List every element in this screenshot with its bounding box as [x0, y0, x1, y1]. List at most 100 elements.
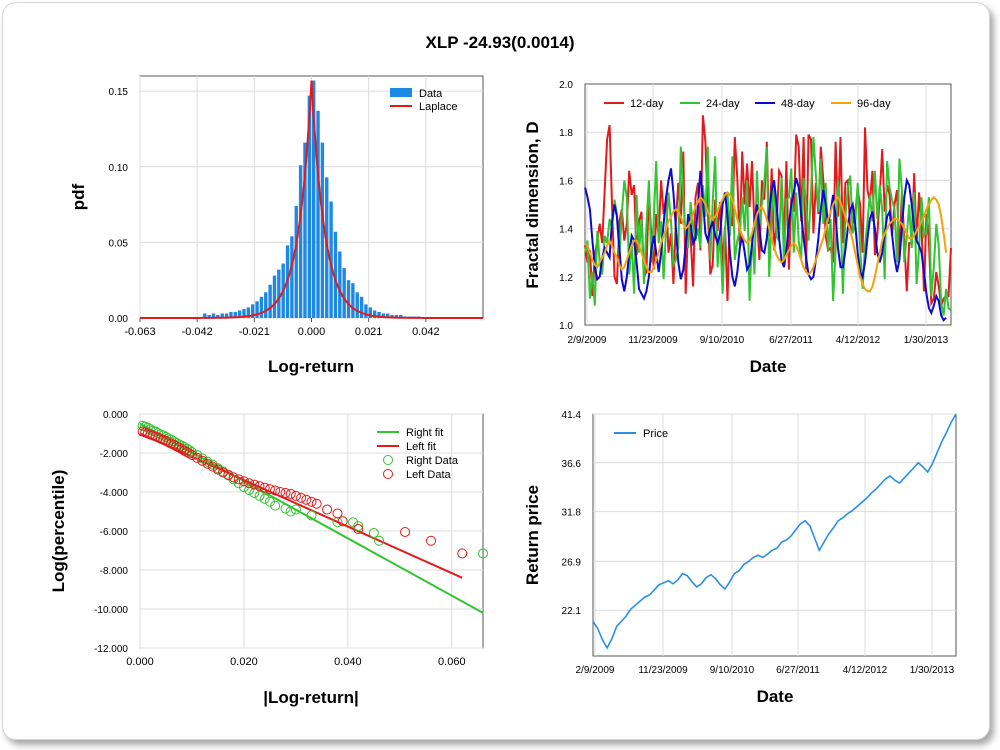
- y-tick-label: 0.10: [109, 163, 129, 174]
- right-data-point: [249, 487, 260, 498]
- legend-label-left-fit: Left fit: [406, 441, 436, 453]
- x-tick-label: 6/27/2011: [769, 335, 813, 346]
- right-data-point: [179, 442, 190, 453]
- y-tick-label: -10.000: [94, 605, 128, 616]
- y-tick-label: -2.000: [100, 449, 129, 460]
- histogram-bar: [355, 292, 359, 318]
- left-data-point: [223, 469, 234, 480]
- right-data-point: [160, 432, 171, 443]
- left-data-point: [163, 437, 174, 448]
- histogram-bar: [372, 310, 377, 318]
- right-data-point: [173, 439, 184, 450]
- x-tick-label: 4/12/2012: [836, 335, 881, 346]
- x-tick-label: 11/23/2009: [638, 665, 688, 676]
- histogram-bar: [381, 313, 386, 318]
- histogram-bar: [298, 165, 303, 318]
- right-data-point: [270, 500, 281, 511]
- histogram-bar: [294, 206, 298, 318]
- left-data-point: [186, 449, 197, 460]
- histogram-bar: [342, 268, 346, 318]
- y-tick-label: -6.000: [100, 527, 129, 538]
- right-data-point: [158, 430, 169, 441]
- right-data-point: [306, 510, 317, 521]
- x-tick-label: 1/30/2013: [910, 665, 955, 676]
- left-data-point: [270, 485, 281, 496]
- y-tick-label: 0.00: [109, 314, 129, 325]
- y-tick-label: 26.9: [562, 557, 582, 568]
- histogram-bar: [224, 313, 229, 318]
- price-x-label: Date: [757, 687, 794, 706]
- histogram-bar: [272, 275, 277, 318]
- x-tick-label: -0.063: [124, 326, 155, 338]
- left-data-point: [228, 472, 239, 483]
- legend-label-data: Data: [419, 88, 443, 100]
- x-tick-label: 9/10/2010: [710, 665, 755, 676]
- left-data-point: [322, 504, 333, 515]
- histogram-bar: [216, 314, 220, 318]
- right-data-point: [259, 493, 270, 504]
- legend-label-12-day: 12-day: [630, 98, 664, 110]
- histogram-bar: [399, 314, 403, 318]
- left-data-point: [181, 447, 192, 458]
- histogram-bar: [255, 301, 259, 318]
- x-tick-label: 0.000: [298, 326, 326, 338]
- right-data-point: [348, 517, 359, 528]
- left-data-point: [192, 452, 203, 463]
- left-data-point: [176, 444, 187, 455]
- pdf-y-ticks: 0.00 0.05 0.10 0.15: [109, 87, 129, 325]
- pdf-x-label: Log-return: [268, 357, 354, 376]
- histogram-bar: [320, 142, 325, 318]
- left-data-point: [254, 481, 265, 492]
- y-tick-label: 1.8: [559, 128, 573, 139]
- pdf-panel: -0.063 -0.042 -0.021 0.000 0.021 0.042 0.000.…: [69, 75, 484, 376]
- left-data-point: [212, 464, 223, 475]
- x-tick-label: 0.020: [230, 656, 258, 668]
- left-data-point: [158, 434, 169, 445]
- x-tick-label: 2/9/2009: [576, 665, 615, 676]
- price-x-ticks: 2/9/2009 11/23/2009 9/10/2010 6/27/2011 4/12…: [576, 665, 955, 676]
- histogram-bar: [277, 269, 281, 318]
- main-title: XLP -24.93(0.0014): [425, 33, 575, 52]
- histogram-bar: [290, 236, 294, 318]
- pdf-x-ticks: -0.063 -0.042 -0.021 0.000 0.021 0.042: [124, 318, 440, 338]
- pdf-legend: Data Laplace: [390, 88, 458, 113]
- histogram-bar: [368, 307, 372, 318]
- histogram-bar: [338, 251, 342, 318]
- legend-label-right-fit: Right fit: [406, 427, 443, 439]
- right-data-point: [176, 440, 187, 451]
- x-tick-label: 11/23/2009: [628, 335, 678, 346]
- histogram-bar: [303, 142, 307, 318]
- right-data-point: [264, 496, 275, 507]
- y-tick-label: -12.000: [94, 644, 128, 655]
- histogram-bar: [220, 313, 224, 318]
- legend-swatch-right-data: [383, 455, 393, 465]
- series-line-96-day: [584, 190, 948, 293]
- right-data-point: [374, 535, 385, 546]
- right-data-point: [166, 434, 177, 445]
- y-tick-label: 41.4: [562, 410, 582, 421]
- x-tick-label: 0.040: [334, 656, 362, 668]
- legend-label-right-data: Right Data: [406, 455, 459, 467]
- right-data-point: [197, 453, 208, 464]
- y-tick-label: 1.0: [559, 321, 573, 332]
- tail-x-ticks: 0.000 0.020 0.040 0.060: [126, 656, 465, 668]
- left-data-point: [337, 516, 348, 527]
- price-legend: Price: [614, 428, 668, 440]
- legend-label-48-day: 48-day: [781, 98, 815, 110]
- left-data-point: [202, 458, 213, 469]
- fractal-legend: 12-day 24-day 48-day 96-day: [604, 98, 891, 110]
- right-data-point: [290, 504, 301, 515]
- x-tick-label: -0.042: [182, 326, 213, 338]
- y-tick-label: -4.000: [100, 488, 129, 499]
- left-data-point: [457, 548, 468, 559]
- right-data-point: [168, 436, 179, 447]
- histogram-bar: [251, 304, 255, 318]
- left-data-point: [259, 482, 270, 493]
- histogram-bar: [264, 292, 268, 318]
- histogram-bar: [242, 308, 246, 318]
- right-data-point: [186, 447, 197, 458]
- fractal-y-label: Fractal dimension, D: [523, 121, 542, 288]
- right-fit-line: [139, 422, 484, 614]
- left-data-point: [244, 478, 255, 489]
- y-tick-label: 22.1: [562, 606, 582, 617]
